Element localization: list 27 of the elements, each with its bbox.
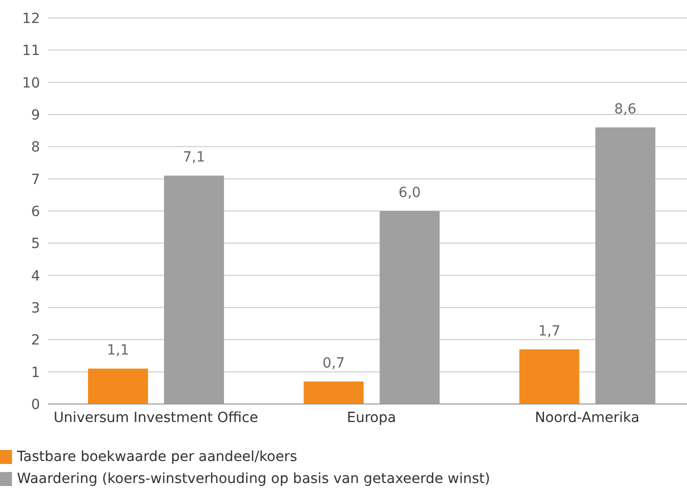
y-tick-label: 7 [31,172,40,188]
y-tick-label: 1 [31,364,40,381]
legend-label: Waardering (koers-winstverhouding op basis van getaxeerde winst) [17,471,490,487]
y-tick-label: 6 [31,204,40,220]
bar [304,381,364,404]
x-tick-label: Europa [346,410,396,426]
y-tick-label: 12 [22,10,40,27]
y-tick-label: 9 [31,107,40,124]
y-tick-label: 0 [31,396,40,413]
bar [519,349,580,404]
y-tick-label: 2 [31,332,40,349]
y-tick-label: 11 [22,43,40,60]
data-label: 8,6 [614,101,637,118]
data-label: 6,0 [398,185,421,201]
y-tick-label: 10 [22,75,40,92]
y-tick-label: 8 [31,140,40,156]
bar [88,368,148,404]
data-label: 0,7 [322,355,345,372]
x-tick-label: Noord-Amerika [534,410,640,426]
y-tick-label: 4 [31,268,40,284]
data-label: 7,1 [182,150,206,166]
y-tick-label: 5 [31,236,40,252]
legend-label: Tastbare boekwaarde per aandeel/koers [17,449,298,465]
y-tick-label: 3 [31,300,40,316]
data-label: 1,1 [106,342,130,359]
data-label: 1,7 [538,323,560,340]
x-tick-label: Universum Investment Office [54,410,258,426]
